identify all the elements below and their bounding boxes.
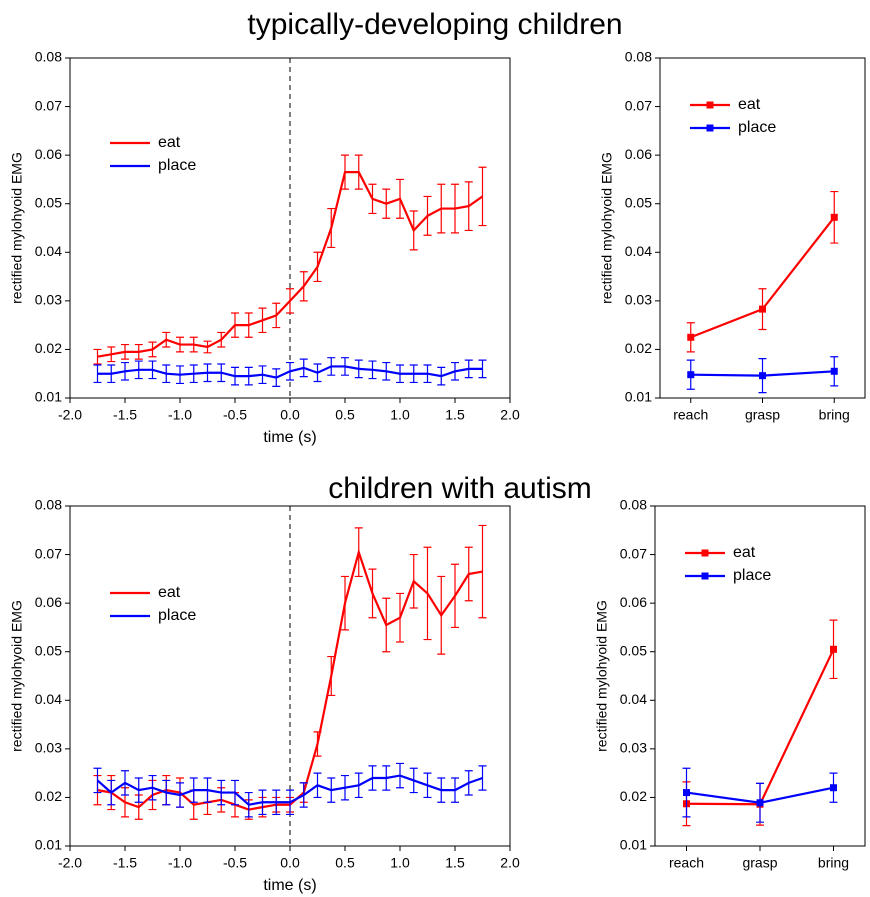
panel: children with autism 0.01 0.02 0.03 0.04 0.05… xyxy=(9,472,592,894)
x-tick-label: reach xyxy=(669,855,704,871)
y-axis-label: rectified mylohyoid EMG xyxy=(9,152,25,304)
y-tick-label: 0.08 xyxy=(35,497,62,513)
legend-label: place xyxy=(733,567,771,584)
legend-marker xyxy=(701,549,709,557)
x-tick-label: 2.0 xyxy=(500,407,520,423)
y-tick-label: 0.06 xyxy=(625,146,652,162)
x-tick-label: 0.5 xyxy=(335,407,355,423)
x-tick-label: -1.5 xyxy=(113,407,137,423)
y-tick-label: 0.07 xyxy=(35,545,62,561)
legend-label: place xyxy=(158,157,196,174)
x-tick-label: 2.0 xyxy=(500,855,520,871)
y-axis-label: rectified mylohyoid EMG xyxy=(599,152,615,304)
y-tick-label: 0.05 xyxy=(35,194,62,210)
legend-marker xyxy=(706,101,714,109)
error-bar xyxy=(93,767,102,794)
x-tick-label: -2.0 xyxy=(58,407,82,423)
chart-title: children with autism xyxy=(328,472,591,505)
x-axis-label: time (s) xyxy=(263,877,316,894)
y-tick-label: 0.04 xyxy=(625,243,652,259)
legend-label: place xyxy=(158,607,196,624)
data-point xyxy=(830,367,838,375)
y-tick-label: 0.04 xyxy=(620,691,647,707)
x-axis-label: time (s) xyxy=(263,429,316,446)
y-tick-label: 0.06 xyxy=(620,594,647,610)
error-bar xyxy=(478,166,487,227)
x-tick-label: -2.0 xyxy=(58,855,82,871)
y-tick-label: 0.08 xyxy=(625,49,652,65)
y-tick-label: 0.07 xyxy=(35,97,62,113)
x-tick-label: -1.0 xyxy=(168,855,192,871)
legend-label: eat xyxy=(158,584,181,601)
data-point xyxy=(759,372,766,380)
data-point xyxy=(830,213,838,221)
y-tick-label: 0.08 xyxy=(35,49,62,65)
y-axis-label: rectified mylohyoid EMG xyxy=(9,600,25,752)
x-tick-label: 0.5 xyxy=(335,855,355,871)
panel: 0.01 0.02 0.03 0.04 0.05 0.06 0.07 0.08 reach gra… xyxy=(594,497,866,871)
y-tick-label: 0.01 xyxy=(35,837,62,853)
error-bar xyxy=(93,348,102,365)
y-tick-label: 0.05 xyxy=(620,642,647,658)
y-axis-label: rectified mylohyoid EMG xyxy=(594,600,610,752)
x-tick-label: reach xyxy=(673,407,708,423)
y-tick-label: 0.03 xyxy=(35,292,62,308)
series-line xyxy=(97,171,484,358)
data-point xyxy=(756,799,764,807)
y-tick-label: 0.01 xyxy=(625,389,652,405)
x-tick-label: -0.5 xyxy=(223,407,247,423)
series-line xyxy=(96,774,483,806)
x-tick-label: 1.5 xyxy=(445,855,465,871)
y-tick-label: 0.05 xyxy=(625,194,652,210)
data-point xyxy=(830,645,837,653)
y-tick-label: 0.01 xyxy=(35,389,62,405)
y-tick-label: 0.02 xyxy=(625,340,652,356)
x-tick-label: 1.5 xyxy=(445,407,465,423)
y-tick-label: 0.05 xyxy=(35,642,62,658)
y-tick-label: 0.07 xyxy=(625,97,652,113)
x-tick-label: -1.5 xyxy=(113,855,137,871)
legend-label: eat xyxy=(733,544,756,561)
x-tick-label: -0.5 xyxy=(223,855,247,871)
y-tick-label: 0.04 xyxy=(35,243,62,259)
legend-label: eat xyxy=(158,134,181,151)
x-tick-label: bring xyxy=(819,407,850,423)
x-tick-label: -1.0 xyxy=(168,407,192,423)
data-point xyxy=(687,371,695,379)
y-tick-label: 0.02 xyxy=(620,788,647,804)
series-line xyxy=(686,648,835,806)
data-point xyxy=(683,789,690,797)
panel: typically-developing children 0.01 0.02 0.0… xyxy=(9,8,623,446)
x-tick-label: 0.0 xyxy=(280,855,300,871)
y-tick-label: 0.06 xyxy=(35,146,62,162)
y-tick-label: 0.03 xyxy=(625,292,652,308)
data-point xyxy=(687,333,695,341)
panel: 0.01 0.02 0.03 0.04 0.05 0.06 0.07 0.08 reach gra… xyxy=(599,49,866,423)
y-tick-label: 0.02 xyxy=(35,340,62,356)
y-tick-label: 0.03 xyxy=(620,740,647,756)
y-tick-label: 0.01 xyxy=(620,837,647,853)
y-tick-label: 0.08 xyxy=(620,497,647,513)
y-tick-label: 0.03 xyxy=(35,740,62,756)
legend-label: eat xyxy=(738,96,761,113)
y-tick-label: 0.07 xyxy=(620,545,647,561)
y-tick-label: 0.04 xyxy=(35,691,62,707)
legend-label: place xyxy=(738,119,776,136)
x-tick-label: 1.0 xyxy=(390,407,410,423)
legend-marker xyxy=(701,572,709,580)
y-tick-label: 0.02 xyxy=(35,788,62,804)
x-tick-label: 0.0 xyxy=(280,407,300,423)
x-tick-label: bring xyxy=(818,855,849,871)
x-tick-label: grasp xyxy=(745,407,780,423)
x-tick-label: 1.0 xyxy=(390,855,410,871)
legend-marker xyxy=(706,124,714,132)
series-line xyxy=(97,365,483,379)
data-point xyxy=(830,784,837,792)
data-point xyxy=(759,305,766,313)
x-tick-label: grasp xyxy=(742,855,777,871)
y-tick-label: 0.06 xyxy=(35,594,62,610)
chart-title: typically-developing children xyxy=(247,8,622,41)
